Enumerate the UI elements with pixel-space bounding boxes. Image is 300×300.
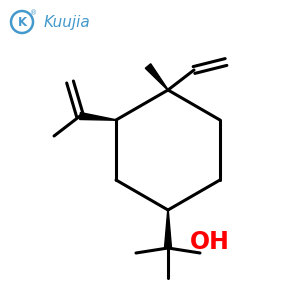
Polygon shape: [164, 210, 172, 248]
Polygon shape: [80, 112, 116, 120]
Text: K: K: [17, 16, 27, 28]
Text: Kuujia: Kuujia: [44, 14, 91, 29]
Text: ®: ®: [30, 10, 38, 16]
Text: OH: OH: [190, 230, 230, 254]
Polygon shape: [145, 64, 168, 90]
